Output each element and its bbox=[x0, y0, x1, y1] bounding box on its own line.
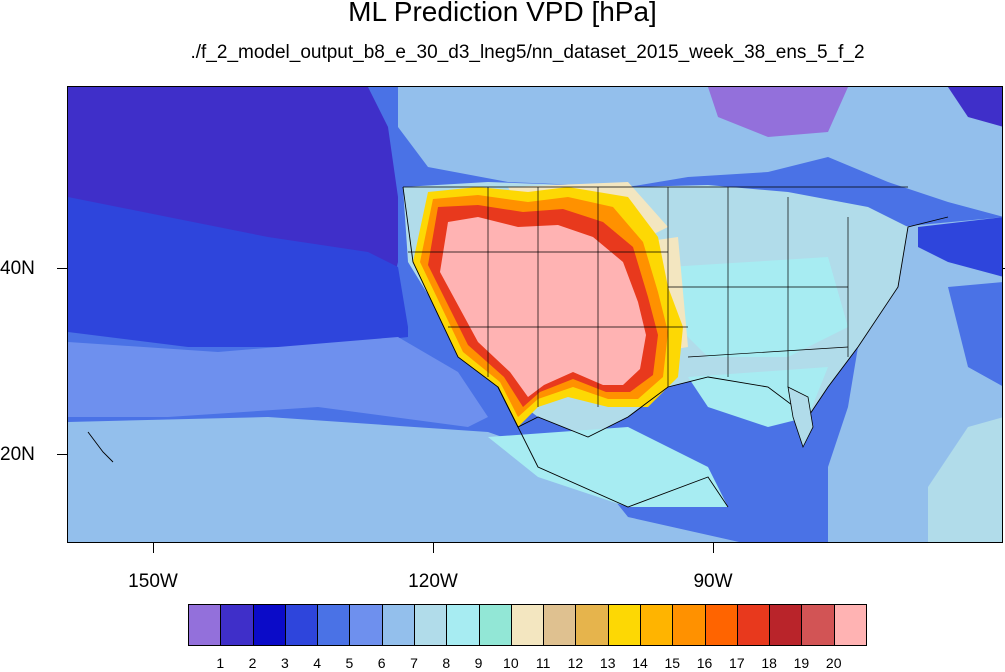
legend-label: 12 bbox=[567, 655, 584, 671]
map-title: ML Prediction VPD [hPa] bbox=[348, 0, 657, 27]
legend-swatch bbox=[704, 604, 738, 646]
north-atlantic-dark bbox=[948, 87, 1002, 127]
legend-swatch bbox=[736, 604, 771, 646]
vpd-contour-field bbox=[68, 87, 1002, 542]
legend-swatch bbox=[478, 604, 512, 646]
mexico-patch bbox=[488, 427, 728, 507]
lon-label-90w: 90W bbox=[693, 571, 733, 592]
legend-swatch bbox=[284, 604, 319, 646]
legend-swatch bbox=[446, 604, 480, 646]
legend-swatch bbox=[317, 604, 351, 646]
pacific-southern-band bbox=[68, 417, 740, 542]
legend-label: 2 bbox=[248, 655, 257, 671]
legend-swatch bbox=[252, 604, 286, 646]
legend-swatch bbox=[220, 604, 254, 646]
legend-swatch bbox=[801, 604, 835, 646]
legend-label: 6 bbox=[377, 655, 386, 671]
canada-region bbox=[398, 87, 1002, 217]
legend-label: 20 bbox=[825, 655, 842, 671]
legend-label: 14 bbox=[632, 655, 648, 671]
legend-label: 18 bbox=[761, 655, 777, 671]
legend-label: 10 bbox=[503, 655, 519, 671]
legend-label: 1 bbox=[216, 655, 225, 671]
atlantic-mid-patch bbox=[948, 282, 1002, 386]
florida-peninsula bbox=[787, 386, 814, 449]
lon-label-120w: 120W bbox=[408, 571, 458, 592]
legend-label: 11 bbox=[535, 655, 551, 671]
legend-label: 9 bbox=[474, 655, 483, 671]
legend-label: 16 bbox=[696, 655, 713, 671]
legend-swatch bbox=[381, 604, 415, 646]
legend-label: 17 bbox=[729, 655, 745, 671]
legend-label: 7 bbox=[410, 655, 418, 671]
legend-swatch bbox=[607, 604, 641, 646]
legend-swatch bbox=[769, 604, 803, 646]
legend-label: 15 bbox=[664, 655, 681, 671]
legend-label: 13 bbox=[599, 655, 616, 671]
legend-swatch bbox=[510, 604, 545, 646]
legend-swatch bbox=[543, 604, 577, 646]
legend-swatch bbox=[575, 604, 609, 646]
legend-label: 5 bbox=[345, 655, 354, 671]
pacific-light-band bbox=[68, 337, 488, 427]
canada-purple-patch bbox=[708, 87, 848, 137]
legend-swatch bbox=[349, 604, 383, 646]
legend-swatch bbox=[833, 604, 867, 646]
coastlines bbox=[87, 186, 949, 508]
heat-pink-core bbox=[440, 217, 646, 397]
atlantic-dark-patch bbox=[918, 217, 1002, 277]
lon-label-150w: 150W bbox=[128, 571, 178, 592]
color-legend bbox=[188, 604, 867, 646]
legend-label: 3 bbox=[280, 655, 289, 671]
legend-swatch bbox=[414, 604, 448, 646]
vpd-map bbox=[67, 86, 1003, 543]
legend-swatch bbox=[188, 604, 222, 646]
state-borders bbox=[403, 186, 908, 407]
legend-swatch bbox=[640, 604, 674, 646]
legend-label: 8 bbox=[442, 655, 451, 671]
legend-label: 19 bbox=[793, 655, 810, 671]
central-us-patch bbox=[668, 257, 848, 357]
legend-swatch bbox=[672, 604, 706, 646]
lat-label-40n: 40N bbox=[0, 258, 35, 279]
caribbean-patch bbox=[928, 417, 1002, 542]
map-subtitle: ./f_2_model_output_b8_e_30_d3_lneg5/nn_d… bbox=[190, 42, 865, 63]
legend-label: 4 bbox=[313, 655, 322, 671]
lat-label-20n: 20N bbox=[0, 444, 35, 465]
pacific-deep-band bbox=[68, 197, 408, 347]
